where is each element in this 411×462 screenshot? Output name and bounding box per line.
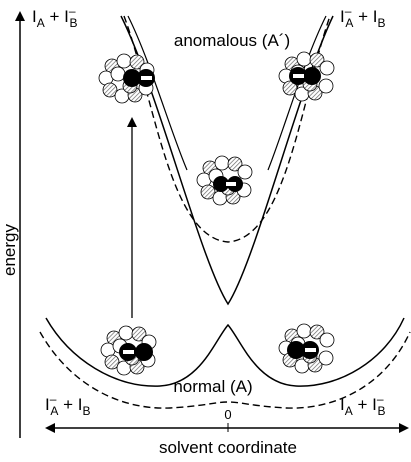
cluster-top-left [98,53,155,104]
bottom-left-label: I– A + IB [45,392,91,418]
upper-curve-solid-outer [127,15,188,171]
top-right-label: I– A + IB [340,4,386,30]
cluster-bottom-right [278,323,335,374]
lower-curve-dashed [39,331,411,409]
x-zero-label: 0 [224,407,231,422]
cluster-top-right [278,51,335,102]
upper-curve-dashed [123,15,331,243]
y-axis-label: energy [0,224,19,276]
x-axis-label: solvent coordinate [159,438,297,457]
lower-state-label: normal (A) [173,377,252,396]
lower-curve-solid [45,317,405,387]
cluster-bottom-left [100,325,157,376]
upper-curve-solid [120,15,334,306]
cluster-middle [196,155,253,206]
top-left-label: IA + I– B [32,4,78,30]
bottom-right-label: IA + I– B [340,392,386,418]
upper-state-label: anomalous (A´) [174,31,290,50]
